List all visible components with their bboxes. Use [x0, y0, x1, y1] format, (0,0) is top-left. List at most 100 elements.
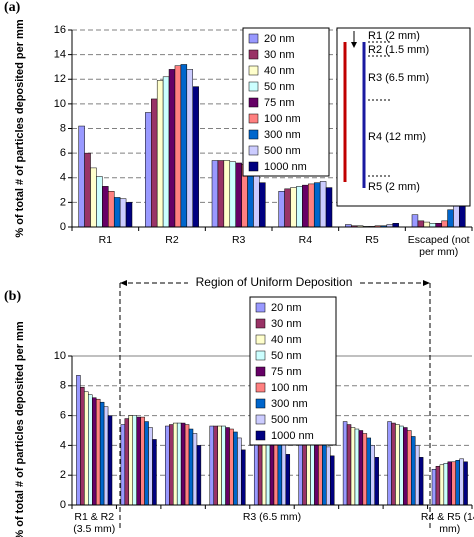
arrowhead-left: [120, 280, 127, 286]
bar: [84, 391, 89, 506]
legend-label: 75 nm: [271, 366, 302, 378]
bar: [124, 418, 130, 506]
bar: [330, 455, 335, 506]
bar: [429, 223, 436, 228]
bar: [302, 184, 309, 228]
bar: [325, 187, 333, 228]
legend-swatch: [248, 129, 259, 140]
bar: [90, 167, 97, 228]
bar: [196, 445, 202, 506]
y-tick-label: 4: [60, 439, 66, 451]
bar: [441, 220, 448, 228]
y-tick-label: 0: [60, 499, 66, 511]
bar: [391, 422, 396, 506]
legend-swatch: [248, 161, 259, 172]
bar: [151, 98, 158, 228]
y-axis-label: % of total # of particles deposited per …: [14, 321, 26, 537]
legend-label: 20 nm: [264, 33, 295, 45]
bar: [229, 428, 234, 506]
inset-label: R4 (12 mm): [368, 131, 426, 143]
bar: [107, 415, 113, 506]
region-label-bg: [188, 274, 360, 292]
legend-swatch: [255, 302, 266, 313]
region-label: Region of Uniform Deposition: [196, 275, 353, 289]
inset-label: R2 (1.5 mm): [368, 44, 429, 56]
bar: [290, 187, 297, 228]
legend-swatch: [255, 414, 266, 425]
bar: [423, 221, 431, 228]
bar: [132, 415, 137, 506]
y-tick-label: 14: [54, 49, 66, 61]
bar: [392, 223, 399, 228]
legend-label: 75 nm: [264, 97, 295, 109]
bar: [443, 463, 449, 506]
legend-label: 40 nm: [264, 65, 295, 77]
bar: [184, 424, 190, 506]
bar: [403, 427, 408, 506]
bar: [411, 436, 416, 506]
bar: [277, 436, 283, 506]
bar: [99, 401, 105, 506]
bar: [319, 181, 327, 228]
bar: [366, 437, 372, 506]
bar: [435, 466, 441, 506]
bar: [407, 430, 412, 506]
bar: [253, 173, 260, 228]
bar: [235, 162, 242, 228]
legend-label: 1000 nm: [271, 430, 314, 442]
x-tick-label: R3: [231, 234, 246, 246]
bar: [463, 461, 468, 506]
legend-label: 50 nm: [264, 81, 295, 93]
bar: [148, 427, 153, 506]
bar: [229, 161, 236, 228]
bar: [296, 186, 303, 228]
bar: [209, 425, 214, 506]
legend-label: 300 nm: [264, 129, 301, 141]
bar: [186, 69, 193, 228]
bar: [96, 176, 103, 228]
x-tick-label: R1 & R2 (3.5 mm): [73, 511, 116, 535]
legend-swatch: [248, 49, 259, 60]
bar: [451, 461, 456, 506]
bar: [152, 439, 157, 506]
bar: [223, 160, 231, 228]
bar: [313, 182, 321, 228]
legend-label: 100 nm: [264, 113, 301, 125]
bar: [192, 433, 198, 506]
bar: [125, 202, 133, 228]
bar: [145, 112, 152, 228]
y-tick-label: 6: [60, 410, 66, 422]
y-tick-label: 6: [60, 147, 66, 159]
bar: [411, 214, 419, 228]
bar: [354, 428, 360, 506]
bar: [342, 421, 348, 506]
inset-label: R1 (2 mm): [368, 30, 420, 42]
x-tick-label: R3 (6.5 mm): [242, 511, 302, 523]
bar: [281, 443, 287, 506]
bar: [431, 468, 437, 506]
bar: [241, 449, 246, 506]
inset-label: R5 (2 mm): [368, 181, 420, 193]
bar: [285, 454, 291, 506]
legend-label: 500 nm: [271, 414, 308, 426]
bar: [435, 223, 442, 228]
y-tick-label: 2: [60, 469, 66, 481]
bar: [439, 464, 445, 506]
y-tick-label: 0: [60, 221, 66, 233]
bar: [399, 425, 404, 506]
legend-label: 30 nm: [264, 49, 295, 61]
bar: [162, 76, 170, 228]
bar: [213, 425, 218, 506]
legend-swatch: [248, 65, 259, 76]
legend-swatch: [248, 81, 259, 92]
bar: [95, 398, 101, 506]
bar: [76, 375, 81, 506]
bar: [346, 424, 352, 506]
legend-swatch: [248, 33, 259, 44]
bar: [326, 446, 331, 506]
legend-swatch: [248, 97, 259, 108]
bar: [102, 186, 109, 228]
bar: [370, 445, 375, 506]
y-axis-label: % of total # of particles deposited per …: [14, 19, 26, 237]
